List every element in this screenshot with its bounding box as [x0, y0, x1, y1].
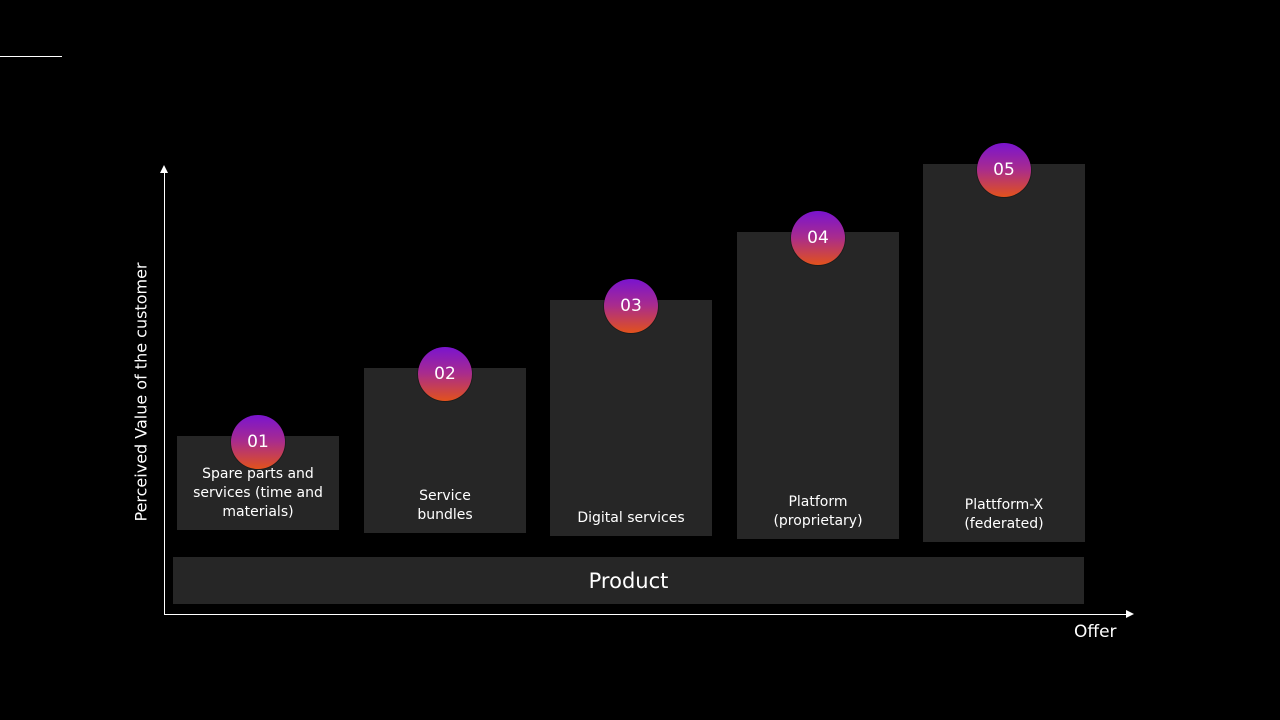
- bar-label-01: Spare parts and services (time and mater…: [193, 466, 323, 520]
- y-axis-label: Perceived Value of the customer: [131, 262, 151, 522]
- x-axis-label: Offer: [1074, 622, 1117, 642]
- y-axis-arrow-icon: [160, 165, 168, 173]
- bar-label-05: Plattform-X (federated): [964, 497, 1044, 532]
- bar-badge-02: 02: [418, 347, 472, 401]
- bar-badge-03: 03: [604, 279, 658, 333]
- bar-label-04: Platform (proprietary): [773, 494, 863, 529]
- bar-badge-05: 05: [977, 143, 1031, 197]
- bar-label-02: Service bundles: [417, 488, 473, 523]
- bar-03: [550, 300, 712, 536]
- x-axis-arrow-icon: [1126, 610, 1134, 618]
- bar-badge-01: 01: [231, 415, 285, 469]
- bar-label-03: Digital services: [577, 510, 685, 526]
- x-axis-line: [164, 614, 1128, 615]
- y-axis-line: [164, 170, 165, 615]
- slide-header-rule: [0, 56, 62, 57]
- bar-05: [923, 164, 1085, 542]
- bar-badge-04: 04: [791, 211, 845, 265]
- bar-04: [737, 232, 899, 539]
- product-base-label: Product: [588, 568, 669, 593]
- product-base-bar: Product: [173, 557, 1084, 604]
